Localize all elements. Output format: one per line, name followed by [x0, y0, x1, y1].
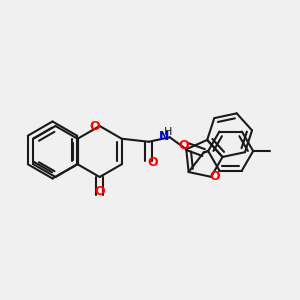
Text: O: O — [147, 156, 158, 169]
Text: O: O — [209, 170, 220, 183]
Text: O: O — [94, 185, 105, 198]
Text: O: O — [178, 139, 189, 152]
Text: H: H — [164, 127, 172, 137]
Text: N: N — [159, 130, 170, 143]
Text: O: O — [89, 119, 100, 133]
